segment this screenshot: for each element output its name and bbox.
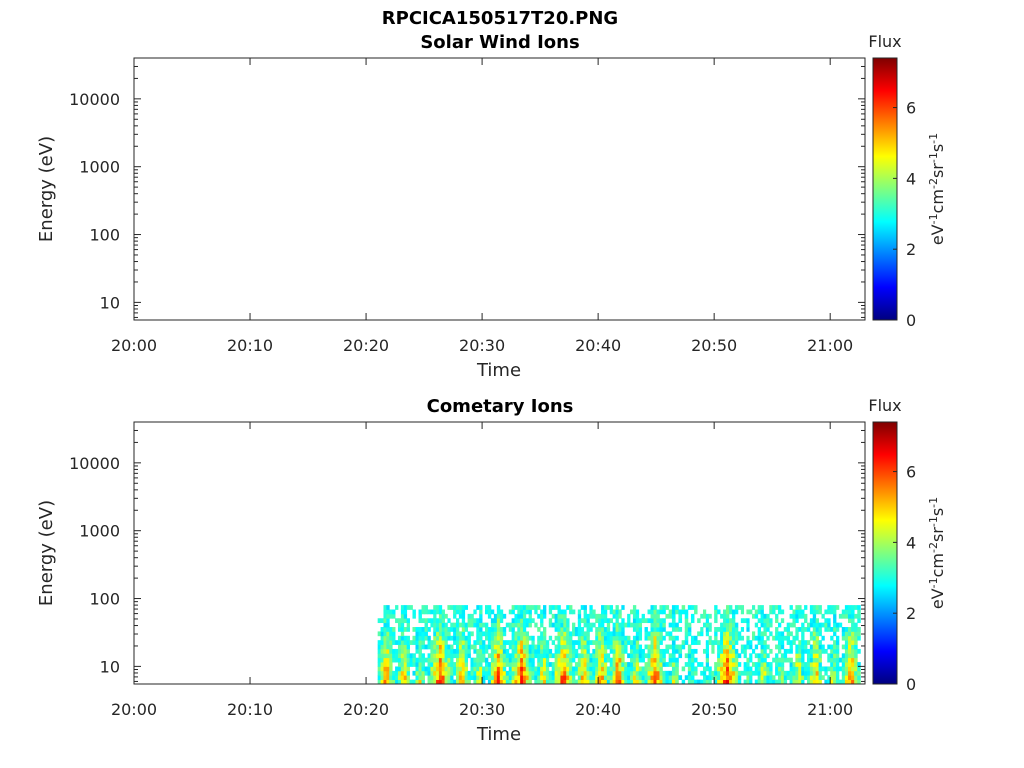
x-axis-label: Time xyxy=(476,360,521,381)
figure-title: RPCICA150517T20.PNG xyxy=(382,8,618,29)
colorbar-tick-label: 6 xyxy=(906,99,916,118)
x-tick-label: 20:20 xyxy=(343,336,389,355)
x-axis-label: Time xyxy=(476,724,521,745)
x-tick-label: 20:40 xyxy=(575,336,621,355)
y-tick-label: 10000 xyxy=(69,90,120,109)
flux-block xyxy=(534,605,553,684)
x-tick-label: 21:00 xyxy=(807,700,853,719)
flux-block xyxy=(592,605,611,684)
y-tick-label: 100 xyxy=(89,590,120,609)
x-tick-label: 20:30 xyxy=(459,336,505,355)
colorbar-scale xyxy=(872,57,898,321)
colorbar-tick-label: 4 xyxy=(906,169,916,188)
flux-block xyxy=(487,605,510,684)
x-tick-label: 20:20 xyxy=(343,700,389,719)
flux-block xyxy=(772,605,790,684)
y-axis: 10 100 1000 10000 xyxy=(69,421,865,682)
flux-block xyxy=(789,605,808,684)
flux-block xyxy=(841,605,861,684)
y-tick-label: 10 xyxy=(100,293,120,312)
x-tick-label: 20:00 xyxy=(111,336,157,355)
flux-block xyxy=(740,605,756,684)
plot-frame xyxy=(133,57,866,321)
y-tick-label: 10000 xyxy=(69,454,120,473)
flux-block xyxy=(665,605,683,684)
colorbar-tick-label: 2 xyxy=(906,604,916,623)
colorbar-label: eV-1cm-2sr-1s-1 xyxy=(927,497,947,609)
panel-title: Solar Wind Ions xyxy=(420,32,579,53)
flux-block xyxy=(824,605,843,684)
x-tick-label: 20:10 xyxy=(227,336,273,355)
flux-block xyxy=(627,605,645,684)
flux-block xyxy=(427,605,454,684)
x-tick-label: 20:10 xyxy=(227,700,273,719)
x-tick-label: 20:40 xyxy=(575,700,621,719)
colorbar-ticks: 0 2 4 6 xyxy=(893,463,916,694)
colorbar-label: eV-1cm-2sr-1s-1 xyxy=(927,133,947,245)
plot-frame xyxy=(133,421,866,685)
flux-block xyxy=(754,605,773,684)
flux-block xyxy=(644,605,666,684)
y-tick-label: 1000 xyxy=(79,158,120,177)
flux-data xyxy=(377,605,861,684)
flux-block xyxy=(700,609,715,684)
flux-block xyxy=(395,605,413,684)
y-axis: 10 100 1000 10000 xyxy=(69,57,865,318)
y-tick-label: 10 xyxy=(100,657,120,676)
flux-block xyxy=(609,605,628,684)
panel-title: Cometary Ions xyxy=(427,396,574,417)
flux-block xyxy=(681,605,701,684)
flux-block xyxy=(377,605,396,684)
x-tick-label: 20:00 xyxy=(111,700,157,719)
colorbar-tick-label: 4 xyxy=(906,533,916,552)
flux-block xyxy=(508,605,535,684)
x-axis: 20:00 20:10 20:20 20:30 20:40 20:50 21:00 xyxy=(111,422,853,719)
x-tick-label: 20:50 xyxy=(691,336,737,355)
flux-block xyxy=(412,605,428,684)
x-tick-label: 21:00 xyxy=(807,336,853,355)
flux-block xyxy=(551,605,576,684)
flux-block xyxy=(453,605,471,684)
x-tick-label: 20:30 xyxy=(459,700,505,719)
panel-solar-wind-ions: Solar Wind Ions 20:00 20:10 20:20 20:30 20:4… xyxy=(36,32,947,381)
colorbar: Flux 0 2 4 6 eV-1cm-2sr-1s-1 xyxy=(868,396,947,694)
flux-block xyxy=(714,605,742,684)
panel-cometary-ions: Cometary Ions 20:00 20:10 20:20 20:30 20:40 2… xyxy=(36,396,947,745)
colorbar: Flux 0 2 4 6 eV-1cm-2sr-1s-1 xyxy=(868,32,947,330)
colorbar-tick-label: 2 xyxy=(906,240,916,259)
colorbar-title: Flux xyxy=(868,396,901,415)
flux-block xyxy=(574,605,593,684)
spectrogram-area xyxy=(377,605,861,684)
y-tick-label: 1000 xyxy=(79,522,120,541)
x-axis: 20:00 20:10 20:20 20:30 20:40 20:50 21:00 xyxy=(111,58,853,355)
y-axis-label: Energy (eV) xyxy=(36,136,57,242)
flux-block xyxy=(806,605,825,684)
colorbar-tick-label: 0 xyxy=(906,311,916,330)
colorbar-tick-label: 0 xyxy=(906,675,916,694)
colorbar-scale xyxy=(872,421,898,685)
y-tick-label: 100 xyxy=(89,226,120,245)
y-axis-label: Energy (eV) xyxy=(36,500,57,606)
colorbar-ticks: 0 2 4 6 xyxy=(893,99,916,330)
flux-block xyxy=(470,605,489,684)
x-tick-label: 20:50 xyxy=(691,700,737,719)
colorbar-tick-label: 6 xyxy=(906,463,916,482)
colorbar-title: Flux xyxy=(868,32,901,51)
